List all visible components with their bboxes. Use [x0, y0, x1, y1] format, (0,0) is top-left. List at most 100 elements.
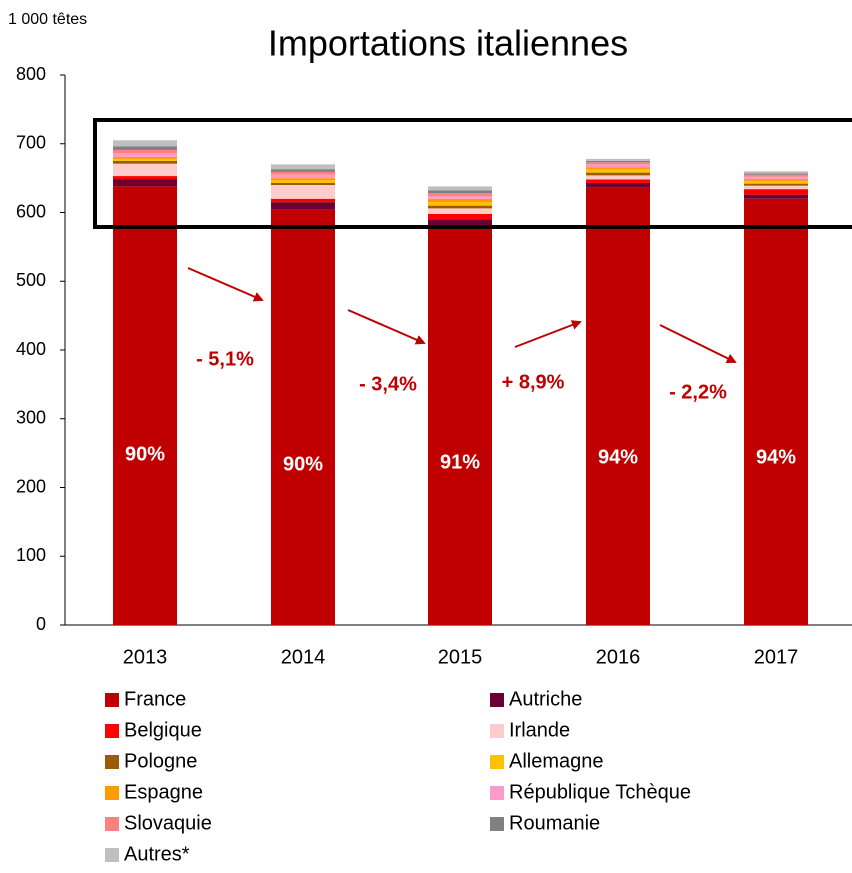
share-label: 91% [440, 451, 480, 473]
bar-segment [744, 176, 808, 179]
legend-swatch [490, 693, 504, 707]
legend-swatch [490, 724, 504, 738]
y-tick-label: 400 [16, 339, 46, 359]
bar-segment [113, 149, 177, 154]
legend-swatch [490, 755, 504, 769]
bar-segment [586, 175, 650, 180]
x-tick-label: 2016 [596, 646, 641, 668]
share-label: 90% [283, 453, 323, 475]
legend-label: Irlande [509, 719, 570, 741]
y-tick-label: 800 [16, 64, 46, 84]
bar-segment [271, 182, 335, 185]
bar-segment [428, 193, 492, 196]
x-tick-label: 2017 [754, 646, 799, 668]
bar-segment [113, 140, 177, 147]
legend-label: Espagne [124, 781, 203, 803]
arrows [187, 267, 737, 363]
y-tick-label: 300 [16, 408, 46, 428]
bar-segment [586, 187, 650, 625]
x-tick-label: 2014 [281, 646, 326, 668]
y-tick-label: 500 [16, 270, 46, 290]
legend-swatch [105, 724, 119, 738]
arrow [514, 320, 582, 348]
legend-label: Allemagne [509, 750, 604, 772]
bar-segment [428, 219, 492, 227]
bar-segment [113, 156, 177, 159]
legend-label: Slovaquie [124, 812, 212, 834]
bar-segment [271, 209, 335, 625]
legend-label: République Tchèque [509, 781, 691, 803]
bar-segment [428, 202, 492, 206]
bar-segment [744, 183, 808, 186]
y-tick-label: 200 [16, 476, 46, 496]
legend-label: Roumanie [509, 812, 600, 834]
bar-segment [271, 198, 335, 203]
bar-segment [586, 160, 650, 163]
change-label: - 3,4% [359, 373, 417, 395]
bar-segment [744, 171, 808, 174]
bar-segment [113, 179, 177, 187]
bar-segment [586, 172, 650, 176]
change-label: - 5,1% [196, 348, 254, 370]
bar-segment [586, 164, 650, 168]
bar-segment [428, 186, 492, 191]
bar-segment [428, 205, 492, 209]
highlight-box [93, 118, 852, 229]
legend-swatch [105, 848, 119, 862]
bar-segment [271, 202, 335, 210]
bar-segment [586, 162, 650, 165]
bar-segment [744, 173, 808, 175]
share-label: 90% [125, 443, 165, 465]
arrow [347, 309, 426, 345]
legend-swatch [490, 817, 504, 831]
bar-segment [428, 226, 492, 625]
arrow [659, 324, 737, 363]
bar-segment [428, 213, 492, 220]
bar-segment [744, 174, 808, 177]
legend-label: Autres* [124, 843, 190, 865]
y-tick-label: 0 [36, 614, 46, 634]
x-tick-label: 2013 [123, 646, 168, 668]
arrow [187, 267, 264, 302]
unit-label: 1 000 têtes [8, 11, 87, 28]
bar-segment [113, 176, 177, 180]
bar-segment [271, 174, 335, 179]
share-label: 94% [756, 446, 796, 468]
legend-label: Pologne [124, 750, 197, 772]
bar-segment [428, 198, 492, 203]
y-tick-label: 100 [16, 545, 46, 565]
legend-swatch [105, 755, 119, 769]
bar-segment [744, 194, 808, 199]
bar-segment [113, 153, 177, 157]
bar-segment [271, 180, 335, 183]
bar-segment [428, 208, 492, 214]
bar-segment [586, 182, 650, 188]
x-tick-label: 2015 [438, 646, 483, 668]
legend-label: Belgique [124, 719, 202, 741]
bar-segment [113, 160, 177, 164]
bar-segment [744, 185, 808, 190]
legend-label: France [124, 688, 186, 710]
bar-segment [271, 164, 335, 170]
bar-segment [271, 171, 335, 175]
bar-segment [586, 167, 650, 170]
legend-swatch [105, 817, 119, 831]
y-tick-label: 700 [16, 133, 46, 153]
change-label: + 8,9% [502, 371, 565, 393]
y-tick-label: 600 [16, 201, 46, 221]
change-label: - 2,2% [669, 381, 727, 403]
bar-segment [428, 196, 492, 199]
legend-swatch [105, 786, 119, 800]
legend-swatch [490, 786, 504, 800]
bar-segment [586, 169, 650, 173]
bar-segment [271, 178, 335, 181]
legend-label: Autriche [509, 688, 582, 710]
bar-segment [744, 178, 808, 181]
bar-segment [744, 198, 808, 625]
bar-segment [113, 146, 177, 150]
bar-segment [586, 179, 650, 183]
bar-segment [744, 189, 808, 195]
bar-segment [744, 180, 808, 184]
bar-segment [113, 158, 177, 161]
